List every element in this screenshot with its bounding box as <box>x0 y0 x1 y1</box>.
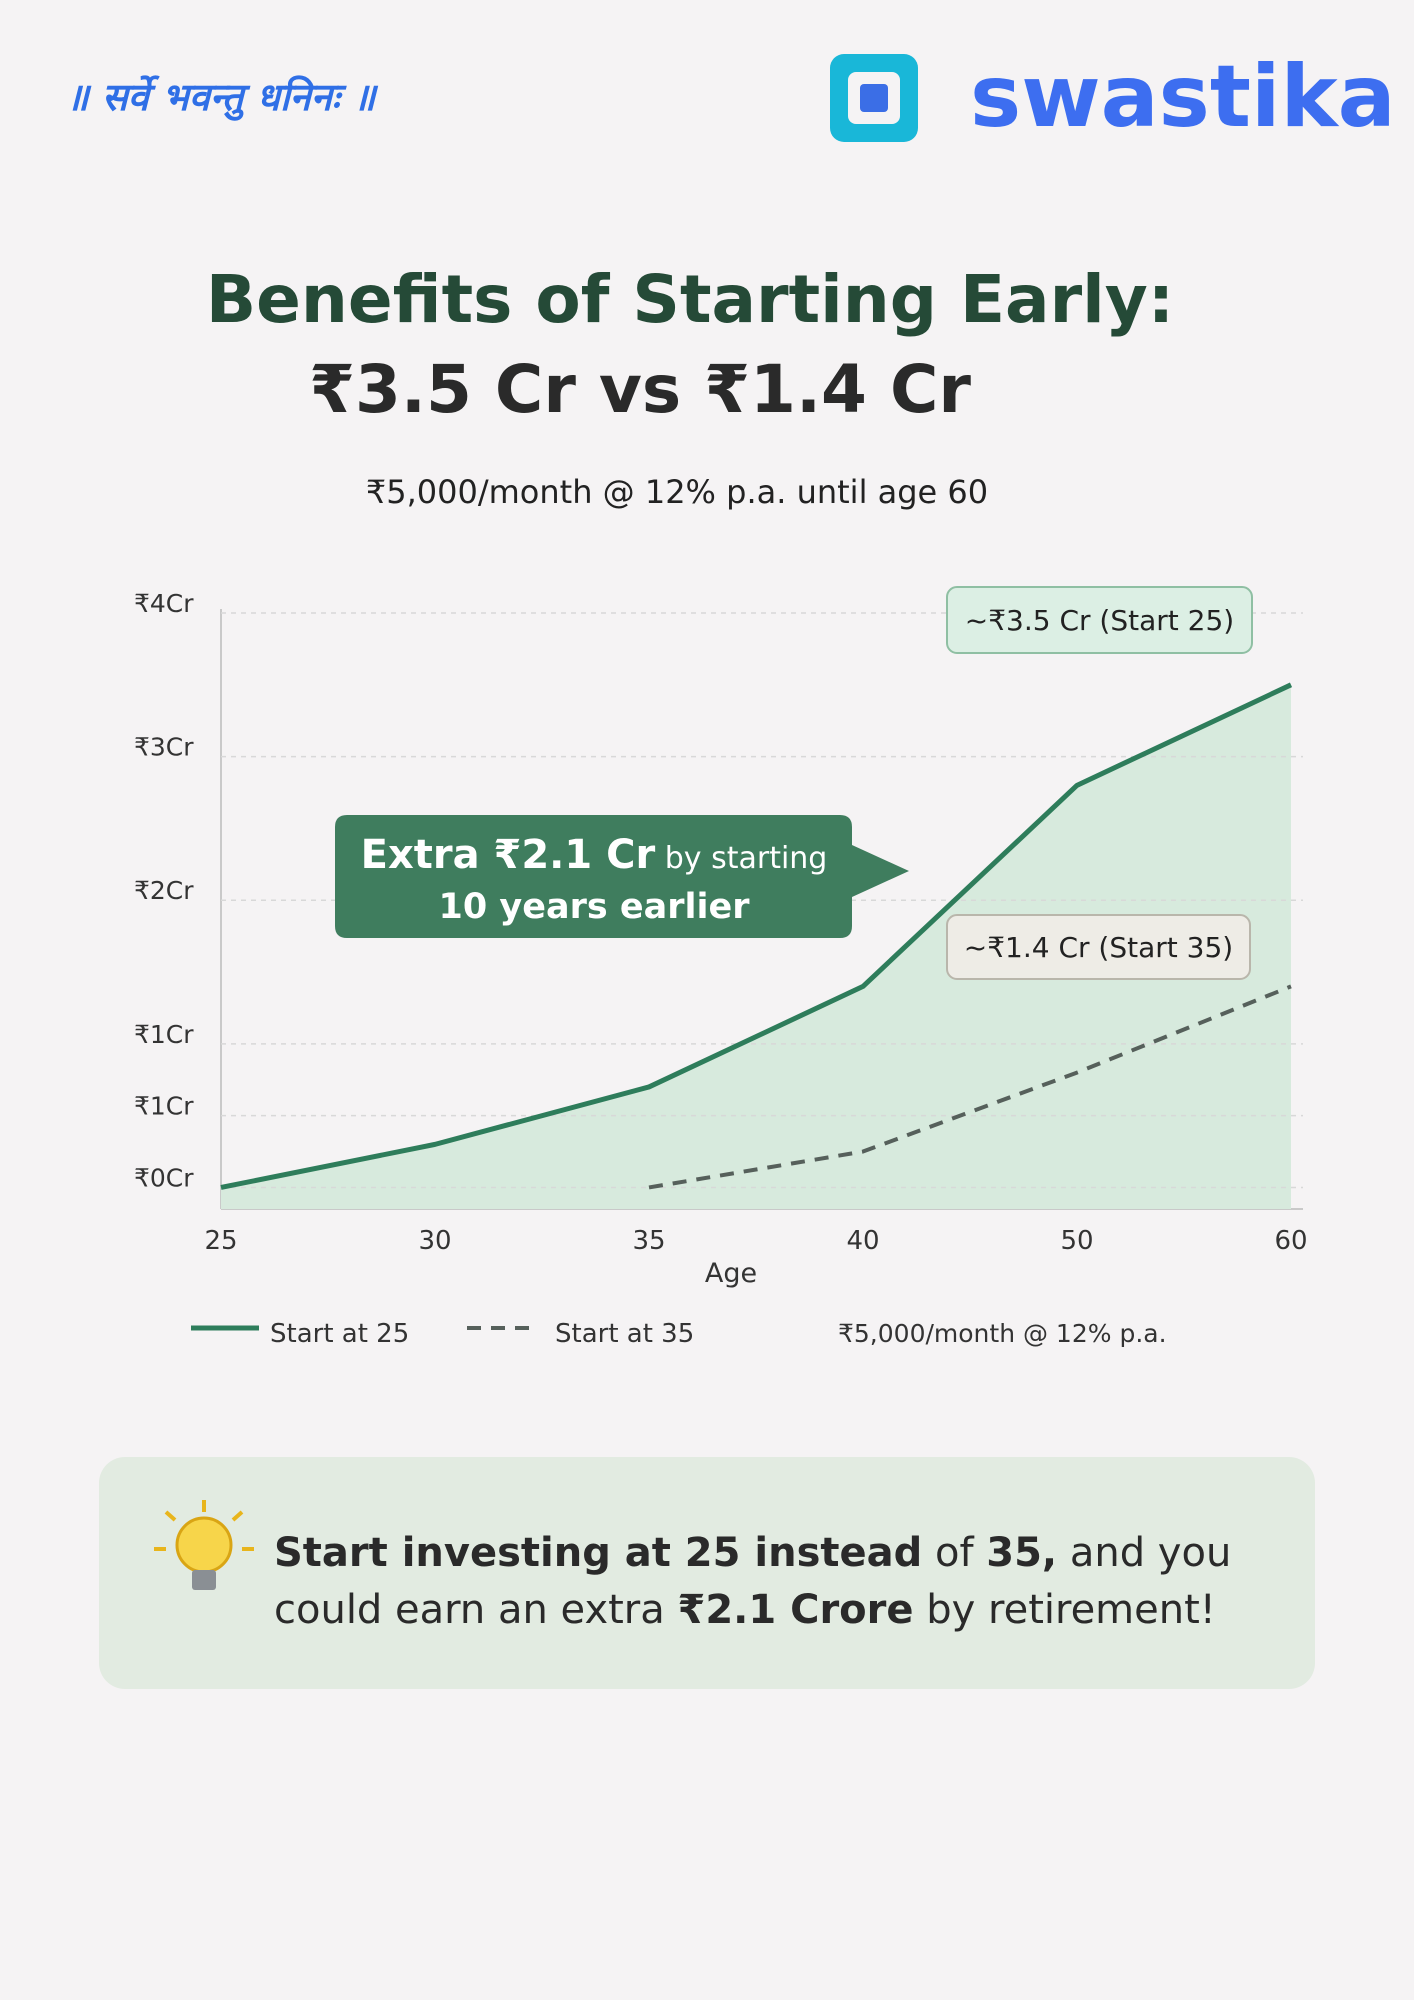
tip-segment: Start investing at 25 instead <box>274 1530 922 1576</box>
callout-line1: Extra ₹2.1 Cr by starting <box>361 832 828 878</box>
chart-title: Benefits of Starting Early: <box>206 261 1174 338</box>
y-tick-label: ₹1Cr <box>134 1020 194 1049</box>
chart-subtitle: ₹5,000/month @ 12% p.a. until age 60 <box>366 473 988 511</box>
annotation: ~₹1.4 Cr (Start 35) <box>964 931 1233 964</box>
legend-label: Start at 35 <box>555 1319 694 1349</box>
y-tick-label: ₹1Cr <box>134 1092 194 1121</box>
bulb-icon <box>154 1500 254 1590</box>
x-tick-label: 35 <box>632 1226 665 1256</box>
tip-segment: 35, <box>986 1530 1057 1576</box>
chart-title-line2: ₹3.5 Cr vs ₹1.4 Cr <box>309 351 971 428</box>
tip-line2: could earn an extra ₹2.1 Crore by retire… <box>274 1587 1216 1633</box>
tip-segment: by retirement! <box>914 1587 1216 1633</box>
tagline: ॥ सर्वे भवन्तु धनिनः ॥ <box>66 75 379 121</box>
tip-segment: and you <box>1057 1530 1231 1576</box>
tip-box <box>99 1457 1315 1689</box>
tip-line1: Start investing at 25 instead of 35, and… <box>274 1530 1231 1576</box>
x-tick-label: 25 <box>204 1226 237 1256</box>
y-tick-label: ₹2Cr <box>134 876 194 905</box>
tip-segment: could earn an extra <box>274 1587 677 1633</box>
callout-highlight: Extra ₹2.1 Cr <box>361 832 656 878</box>
legend-label: Start at 25 <box>270 1319 409 1349</box>
y-tick-label: ₹0Cr <box>134 1163 194 1192</box>
callout-line2: 10 years earlier <box>439 887 751 927</box>
tip-segment: of <box>922 1530 986 1576</box>
logo <box>830 54 918 142</box>
tip-segment: ₹2.1 Crore <box>677 1587 913 1633</box>
x-axis-label: Age <box>705 1258 757 1289</box>
line <box>648 984 1292 1190</box>
y-tick-label: ₹4Cr <box>134 589 194 618</box>
x-tick-label: 40 <box>846 1226 879 1256</box>
x-tick-label: 60 <box>1274 1226 1307 1256</box>
callout-rest: by starting <box>655 841 827 876</box>
x-tick-label: 50 <box>1060 1226 1093 1256</box>
area <box>221 684 1291 1209</box>
y-tick-label: ₹3Cr <box>134 733 194 762</box>
annotation: ~₹3.5 Cr (Start 25) <box>965 604 1234 637</box>
x-tick-label: 30 <box>418 1226 451 1256</box>
legend-note: ₹5,000/month @ 12% p.a. <box>838 1319 1167 1348</box>
annotation-box <box>946 586 1253 654</box>
brand: swastika <box>970 47 1396 147</box>
callout-box <box>335 815 909 938</box>
line <box>220 682 1293 1190</box>
annotation-box <box>946 914 1251 980</box>
